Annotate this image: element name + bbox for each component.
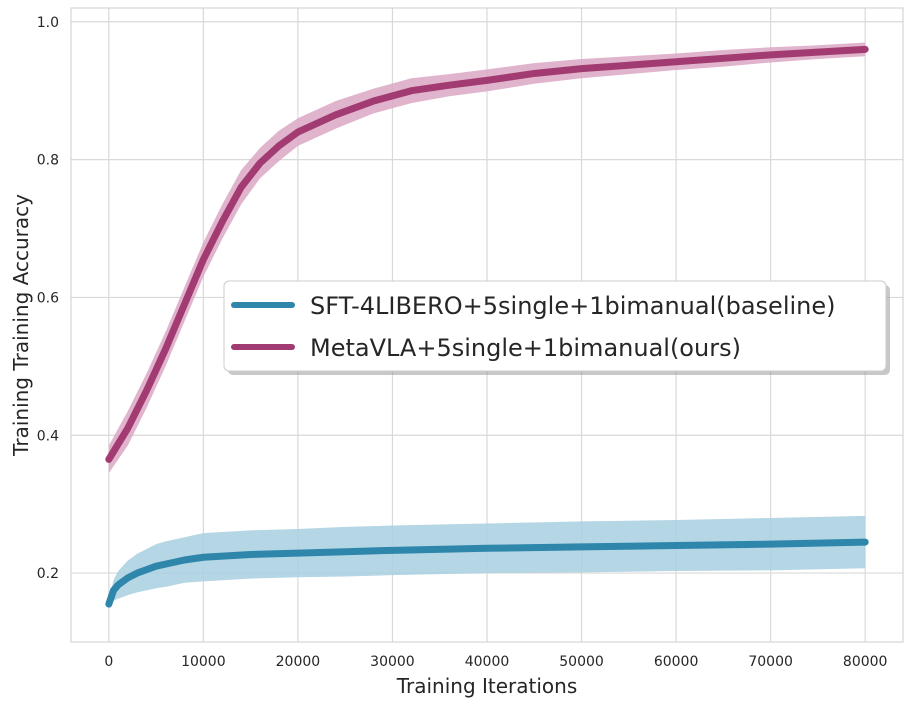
legend-label: SFT-4LIBERO+5single+1bimanual(baseline) bbox=[310, 292, 836, 320]
x-tick-label: 80000 bbox=[843, 654, 888, 670]
x-tick-labels: 0 10000 20000 30000 40000 50000 60000 70000 8000… bbox=[104, 654, 887, 670]
x-axis-label: Training Iterations bbox=[396, 674, 578, 698]
y-tick-label: 0.4 bbox=[37, 428, 59, 444]
x-tick-label: 60000 bbox=[654, 654, 699, 670]
x-tick-label: 0 bbox=[104, 654, 113, 670]
x-tick-label: 10000 bbox=[181, 654, 226, 670]
x-tick-label: 30000 bbox=[370, 654, 415, 670]
series-1-line bbox=[105, 538, 869, 608]
legend: SFT-4LIBERO+5single+1bimanual(baseline) M… bbox=[223, 280, 890, 375]
legend-label: MetaVLA+5single+1bimanual(ours) bbox=[310, 334, 741, 362]
series-1-band bbox=[108, 515, 866, 608]
series-layer bbox=[105, 42, 869, 608]
x-tick-label: 20000 bbox=[276, 654, 321, 670]
x-tick-label: 50000 bbox=[559, 654, 604, 670]
y-tick-label: 1.0 bbox=[37, 15, 59, 31]
legend-box bbox=[223, 280, 887, 372]
y-tick-label: 0.6 bbox=[37, 290, 59, 306]
y-tick-labels: 0.2 0.4 0.6 0.8 1.0 bbox=[37, 15, 59, 582]
y-tick-label: 0.2 bbox=[37, 566, 59, 582]
x-tick-label: 70000 bbox=[748, 654, 793, 670]
y-tick-label: 0.8 bbox=[37, 153, 59, 169]
series-2-line bbox=[105, 45, 869, 463]
plot-frame bbox=[70, 7, 904, 643]
y-axis-label: Training Training Accuracy bbox=[9, 194, 33, 457]
x-tick-label: 40000 bbox=[465, 654, 510, 670]
